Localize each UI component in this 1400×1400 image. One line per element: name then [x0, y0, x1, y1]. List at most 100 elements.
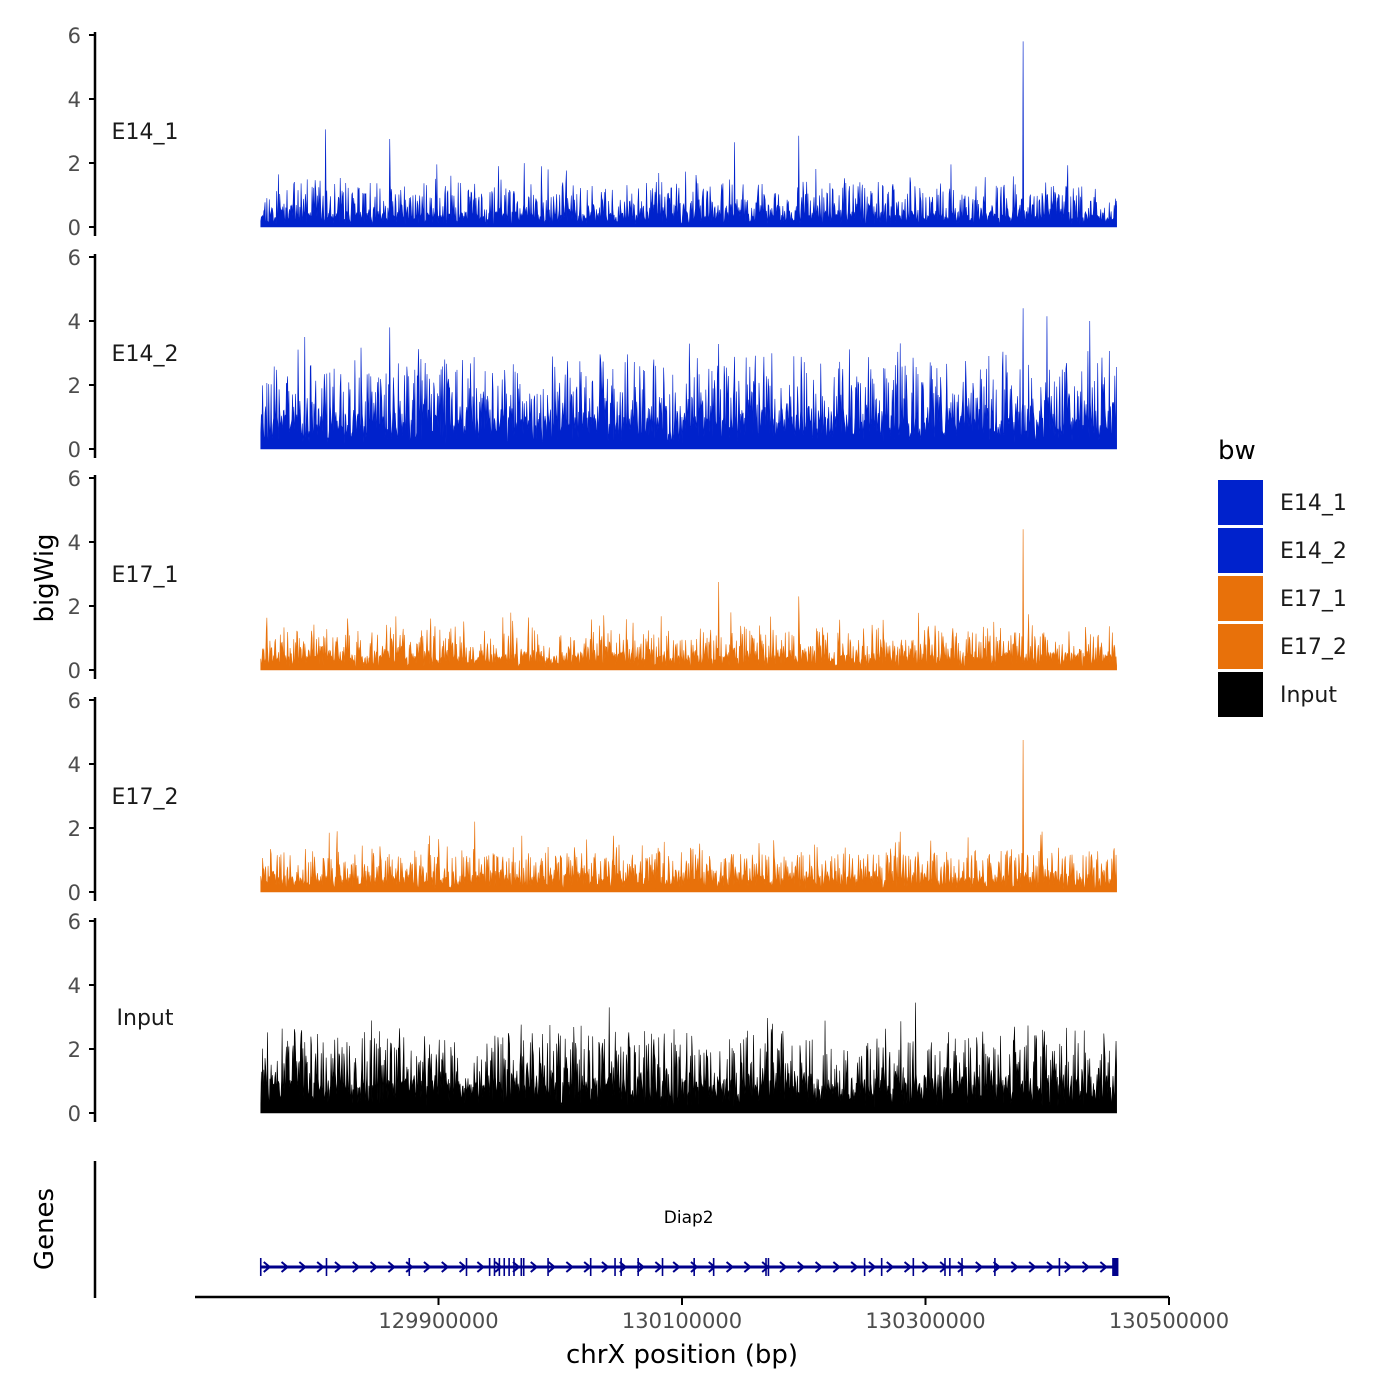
y-tick-label: 4	[68, 753, 81, 777]
strand-arrow	[636, 1261, 646, 1273]
y-tick-label: 0	[68, 659, 81, 683]
strand-arrow	[672, 1261, 681, 1273]
track-panel-e14-2: 0 2 4 6 E14_2	[68, 246, 1117, 462]
track-label: E17_1	[112, 563, 179, 588]
exon	[637, 1258, 639, 1276]
strand-arrow	[405, 1261, 414, 1273]
strand-arrow	[903, 1261, 913, 1273]
strand-arrow	[263, 1261, 272, 1273]
exon	[693, 1258, 695, 1276]
exon	[961, 1258, 963, 1276]
strand-arrow	[565, 1261, 574, 1273]
genes-axis-title: Genes	[30, 1188, 60, 1270]
exon	[547, 1258, 549, 1276]
exon	[712, 1258, 715, 1276]
x-tick-label: 130300000	[865, 1309, 985, 1333]
exon	[994, 1258, 996, 1276]
exon	[408, 1258, 411, 1276]
exon	[513, 1258, 515, 1276]
y-tick-label: 6	[68, 24, 81, 48]
exon	[767, 1258, 770, 1276]
gene-models: Diap2	[259, 1208, 1119, 1276]
strand-arrow	[601, 1261, 610, 1273]
strand-arrow	[280, 1261, 290, 1273]
exon	[620, 1258, 622, 1276]
exon	[520, 1258, 523, 1276]
strand-arrow	[797, 1261, 806, 1273]
strand-arrow	[814, 1261, 824, 1273]
y-tick-label: 4	[68, 974, 81, 998]
strand-arrow	[1064, 1261, 1073, 1273]
track-panel-e17-2: 0 2 4 6 E17_2	[68, 689, 1117, 905]
y-tick-label: 2	[68, 817, 81, 841]
x-tick-label: 130500000	[1109, 1309, 1229, 1333]
y-tick-label: 2	[68, 152, 81, 176]
coverage-area-e14-1	[260, 41, 1117, 228]
coverage-area-e14-2	[260, 308, 1117, 450]
gene-track: Diap2	[93, 1161, 1119, 1298]
y-tick-label: 6	[68, 910, 81, 934]
exon	[522, 1258, 525, 1276]
strand-arrow	[779, 1261, 788, 1273]
strand-arrow	[316, 1261, 325, 1273]
legend-title: bw	[1218, 436, 1256, 466]
legend-items: E14_1 E14_2 E17_1 E17_2 Input	[1218, 480, 1347, 717]
legend-item-e14-2: E14_2	[1218, 528, 1347, 573]
strand-arrow	[369, 1261, 379, 1273]
strand-arrow	[975, 1261, 984, 1273]
strand-arrow	[387, 1261, 396, 1273]
legend-label: E14_1	[1280, 491, 1347, 516]
strand-arrow	[298, 1261, 307, 1273]
strand-arrow	[352, 1261, 361, 1273]
legend-item-input: Input	[1218, 672, 1337, 717]
strand-arrow	[939, 1261, 948, 1273]
legend-label: E14_2	[1280, 539, 1347, 564]
strand-arrow	[494, 1261, 503, 1273]
coverage-area-input	[260, 1002, 1117, 1114]
exon	[1058, 1258, 1061, 1276]
legend-label: E17_1	[1280, 587, 1347, 612]
strand-arrow	[886, 1261, 895, 1273]
exon	[259, 1258, 262, 1276]
strand-arrow	[334, 1261, 343, 1273]
y-tick-label: 6	[68, 467, 81, 491]
exon	[503, 1258, 506, 1276]
strand-arrow	[530, 1261, 539, 1273]
strand-arrow	[547, 1261, 557, 1273]
strand-arrow	[423, 1261, 432, 1273]
y-tick-label: 0	[68, 881, 81, 905]
legend-swatch	[1218, 672, 1263, 717]
strand-arrow	[708, 1261, 717, 1273]
strand-arrow	[441, 1261, 450, 1273]
strand-arrow	[654, 1261, 663, 1273]
track-label: E14_1	[112, 120, 179, 145]
strand-arrow	[725, 1261, 735, 1273]
y-tick-label: 2	[68, 374, 81, 398]
strand-arrow	[1099, 1261, 1108, 1273]
coverage-area-e17-1	[260, 529, 1117, 671]
strand-arrow	[690, 1261, 699, 1273]
y-tick-label: 4	[68, 88, 81, 112]
strand-arrow	[476, 1261, 485, 1273]
coverage-tracks: 0 2 4 6 E14_1 0 2 4 6 E14_2 0 2 4 6 E17_1 0 2 4 6 E17_2 0 2 4 6…	[68, 24, 1117, 1126]
strand-arrow	[921, 1261, 930, 1273]
exon	[614, 1258, 616, 1276]
exon	[465, 1258, 468, 1276]
legend-item-e17-2: E17_2	[1218, 624, 1347, 669]
legend-item-e14-1: E14_1	[1218, 480, 1347, 525]
track-label: Input	[117, 1006, 174, 1031]
y-tick-label: 0	[68, 216, 81, 240]
x-axis: 129900000 130100000 130300000 130500000 chr…	[195, 1295, 1229, 1370]
x-axis-title: chrX position (bp)	[566, 1340, 798, 1370]
legend: bw E14_1 E14_2 E17_1 E17_2 Input	[1218, 436, 1347, 717]
gene-name-label: Diap2	[664, 1208, 714, 1228]
exon	[589, 1258, 592, 1276]
strand-arrow	[458, 1261, 468, 1273]
strand-arrow	[957, 1261, 966, 1273]
exon	[488, 1258, 491, 1276]
strand-arrow	[1028, 1261, 1037, 1273]
strand-arrow	[512, 1261, 521, 1273]
legend-swatch	[1218, 528, 1263, 573]
strand-arrow	[850, 1261, 859, 1273]
gene-diap2: Diap2	[259, 1208, 1119, 1276]
